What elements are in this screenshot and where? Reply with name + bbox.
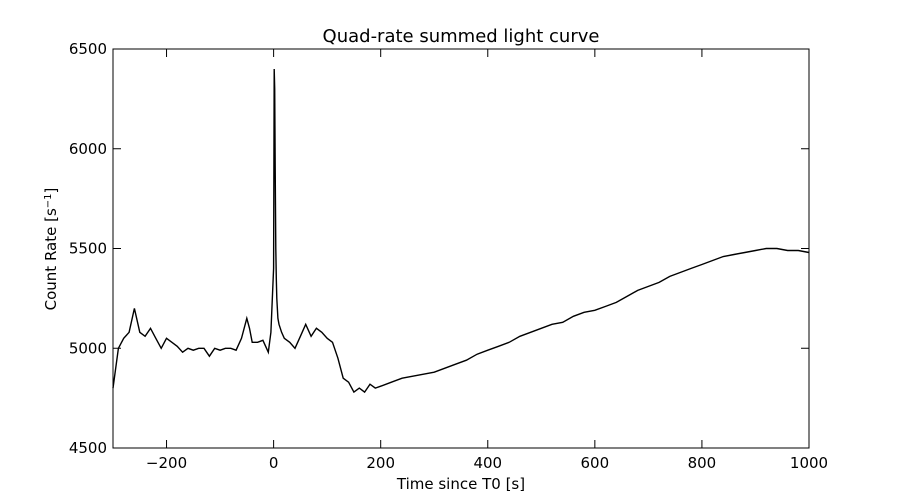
x-axis-label: Time since T0 [s] [396,475,525,493]
series-line-0 [112,68,810,394]
y-tick-label: 5000 [69,339,107,357]
y-axis-label: Count Rate [s−1] [42,188,60,311]
x-tick-label: 800 [688,454,717,472]
y-axis-label-end: ] [42,188,60,194]
x-tick-label: 600 [581,454,610,472]
x-tick-label: 200 [366,454,395,472]
y-tick-label: 4500 [69,439,107,457]
y-axis: 4500 5000 5500 6000 6500 [69,40,809,457]
x-tick-label: 400 [473,454,502,472]
light-curve-series [112,68,810,394]
y-tick-label: 5500 [69,240,107,258]
plot-frame [112,48,810,449]
x-tick-label: 0 [269,454,279,472]
x-axis: −200 0 200 400 600 800 1000 [146,49,828,472]
chart-title: Quad-rate summed light curve [323,26,600,47]
y-tick-label: 6000 [69,140,107,158]
y-axis-label-main: Count Rate [s [42,208,60,310]
x-tick-label: −200 [146,454,187,472]
y-axis-label-exponent: −1 [43,193,54,208]
x-tick-label: 1000 [790,454,828,472]
y-tick-label: 6500 [69,40,107,58]
